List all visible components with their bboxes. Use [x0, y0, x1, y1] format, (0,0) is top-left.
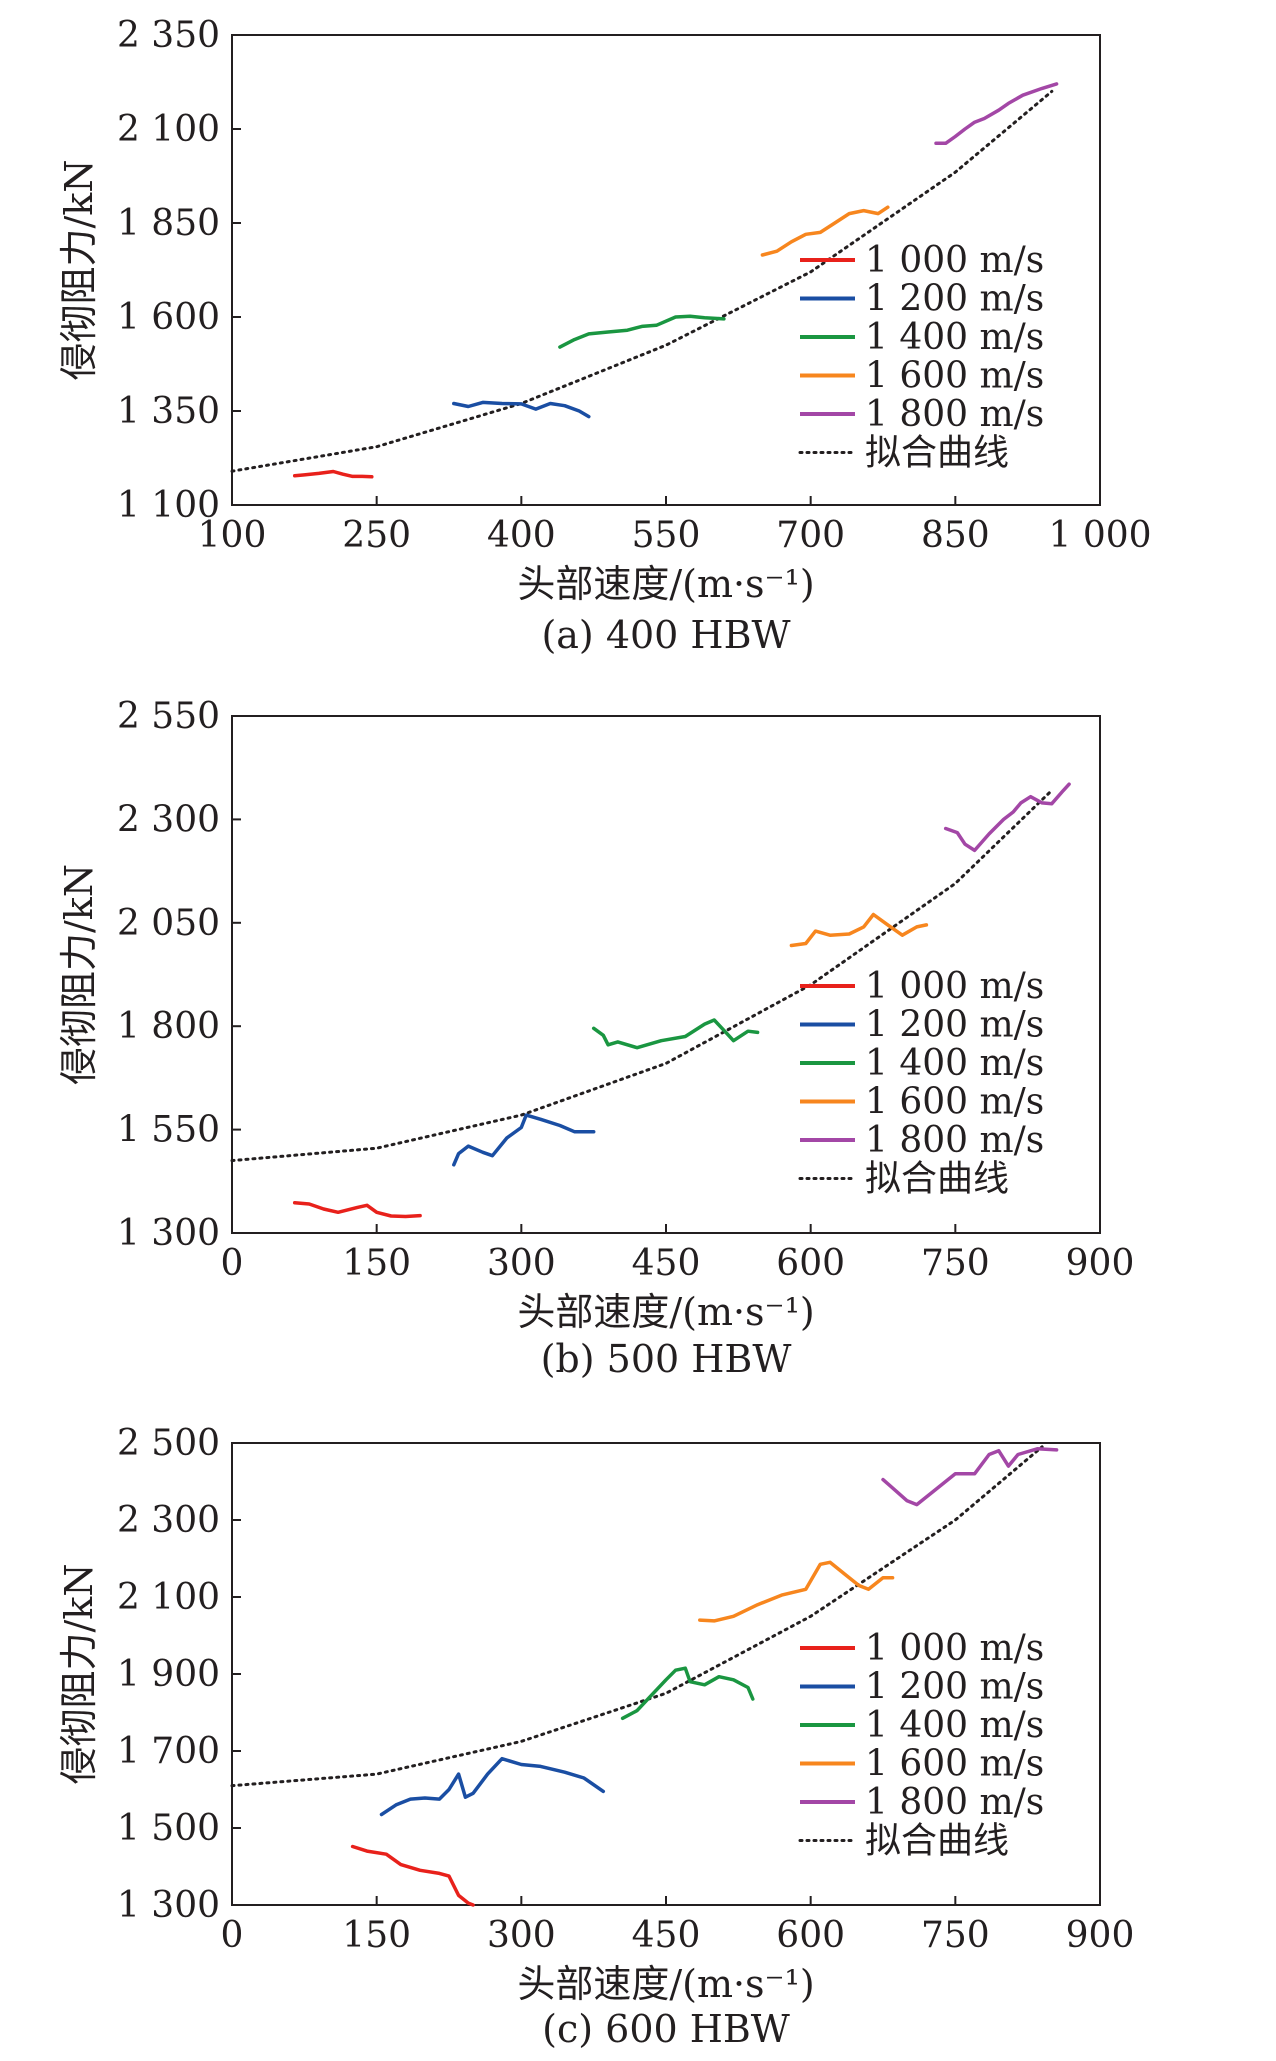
- series-line-3: [620, 1666, 755, 1721]
- x-tick-label: 1 000: [1048, 515, 1151, 556]
- fit-curve: [230, 1445, 1044, 1788]
- y-tick-label: 1 350: [117, 391, 220, 432]
- legend-entry: 1 200 m/s: [865, 1667, 1044, 1708]
- panel-caption: (c) 600 HBW: [542, 2007, 790, 2051]
- legend-entry: 1 200 m/s: [865, 279, 1044, 320]
- y-tick-label: 2 050: [117, 903, 220, 944]
- legend-entry: 1 000 m/s: [865, 1628, 1044, 1669]
- x-tick-label: 150: [342, 1915, 411, 1956]
- series-line-1: [292, 1201, 422, 1219]
- series-line-3: [558, 314, 726, 349]
- series-line-2: [452, 400, 591, 419]
- series-line-5: [881, 1447, 1059, 1507]
- series-line-2: [452, 1113, 596, 1167]
- x-tick-label: 400: [487, 515, 556, 556]
- legend-entry: 1 800 m/s: [865, 1120, 1044, 1161]
- series-line-3: [591, 1018, 760, 1050]
- x-axis-label: 头部速度/(m·s⁻¹): [517, 1962, 814, 2006]
- x-tick-label: 900: [1066, 1915, 1135, 1956]
- y-tick-label: 1 500: [117, 1808, 220, 1849]
- chart-panel-2: 0 150 300 450 600 750 900 1 300 1 550 1 800 2 050 2…: [57, 696, 1134, 1381]
- fit-curve: [230, 788, 1054, 1163]
- legend-entry: 1 400 m/s: [865, 317, 1044, 358]
- x-tick-label: 100: [198, 515, 267, 556]
- legend-entry: 拟合曲线: [865, 433, 1009, 474]
- y-tick-label: 1 600: [117, 297, 220, 338]
- y-tick-label: 2 300: [117, 799, 220, 840]
- x-tick-label: 900: [1066, 1243, 1135, 1284]
- x-tick-label: 750: [921, 1915, 990, 1956]
- y-tick-label: 1 900: [117, 1654, 220, 1695]
- series-line-4: [698, 1560, 895, 1623]
- x-tick-label: 450: [632, 1915, 701, 1956]
- series-line-1: [292, 469, 374, 479]
- legend-entry: 1 800 m/s: [865, 1782, 1044, 1823]
- y-tick-label: 1 700: [117, 1731, 220, 1772]
- x-tick-label: 450: [632, 1243, 701, 1284]
- legend-entry: 1 800 m/s: [865, 394, 1044, 435]
- y-axis-label: 侵彻阻力/kN: [57, 1563, 101, 1784]
- legend-entry: 1 400 m/s: [865, 1705, 1044, 1746]
- chart-panel-1: 100 250 400 550 700 850 1 000 1 100 1 350 1 600 1 …: [57, 15, 1152, 657]
- series-line-1: [350, 1844, 475, 1907]
- legend-entry: 1 600 m/s: [865, 1082, 1044, 1123]
- y-axis-label: 侵彻阻力/kN: [57, 864, 101, 1085]
- x-tick-label: 0: [221, 1243, 244, 1284]
- x-axis-label: 头部速度/(m·s⁻¹): [517, 562, 814, 606]
- legend-entry: 1 000 m/s: [865, 240, 1044, 281]
- panel-caption: (a) 400 HBW: [541, 613, 790, 657]
- y-tick-label: 1 550: [117, 1110, 220, 1151]
- legend-entry: 1 600 m/s: [865, 1744, 1044, 1785]
- legend-entry: 拟合曲线: [865, 1159, 1009, 1200]
- legend-entry: 1 000 m/s: [865, 966, 1044, 1007]
- y-tick-label: 1 300: [117, 1885, 220, 1926]
- y-tick-label: 2 300: [117, 1500, 220, 1541]
- x-tick-label: 0: [221, 1915, 244, 1956]
- fit-curve: [230, 89, 1054, 473]
- legend-entry: 1 200 m/s: [865, 1005, 1044, 1046]
- x-axis-label: 头部速度/(m·s⁻¹): [517, 1290, 814, 1334]
- x-tick-label: 750: [921, 1243, 990, 1284]
- y-tick-label: 2 350: [117, 15, 220, 56]
- x-tick-label: 600: [776, 1915, 845, 1956]
- y-tick-label: 1 100: [117, 485, 220, 526]
- series-line-4: [760, 205, 890, 257]
- y-tick-label: 2 500: [117, 1423, 220, 1464]
- legend-entry: 1 400 m/s: [865, 1043, 1044, 1084]
- chart-panel-3: 0 150 300 450 600 750 900 1 300 1 500 1 700 1 900 2…: [57, 1423, 1134, 2051]
- panel-caption: (b) 500 HBW: [541, 1337, 792, 1381]
- series-line-4: [789, 912, 929, 948]
- x-tick-label: 850: [921, 515, 990, 556]
- x-tick-label: 550: [632, 515, 701, 556]
- y-tick-label: 1 850: [117, 203, 220, 244]
- y-tick-label: 1 300: [117, 1213, 220, 1254]
- x-tick-label: 600: [776, 1243, 845, 1284]
- x-tick-label: 150: [342, 1243, 411, 1284]
- legend-entry: 拟合曲线: [865, 1821, 1009, 1862]
- y-tick-label: 2 100: [117, 1577, 220, 1618]
- y-tick-label: 2 550: [117, 696, 220, 737]
- series-line-2: [379, 1756, 606, 1817]
- y-tick-label: 1 800: [117, 1006, 220, 1047]
- x-tick-label: 300: [487, 1243, 556, 1284]
- legend-entry: 1 600 m/s: [865, 356, 1044, 397]
- x-tick-label: 300: [487, 1915, 556, 1956]
- y-axis-label: 侵彻阻力/kN: [57, 159, 101, 380]
- y-tick-label: 2 100: [117, 109, 220, 150]
- series-line-5: [934, 82, 1059, 146]
- x-tick-label: 250: [342, 515, 411, 556]
- series-line-5: [943, 782, 1071, 853]
- x-tick-label: 700: [776, 515, 845, 556]
